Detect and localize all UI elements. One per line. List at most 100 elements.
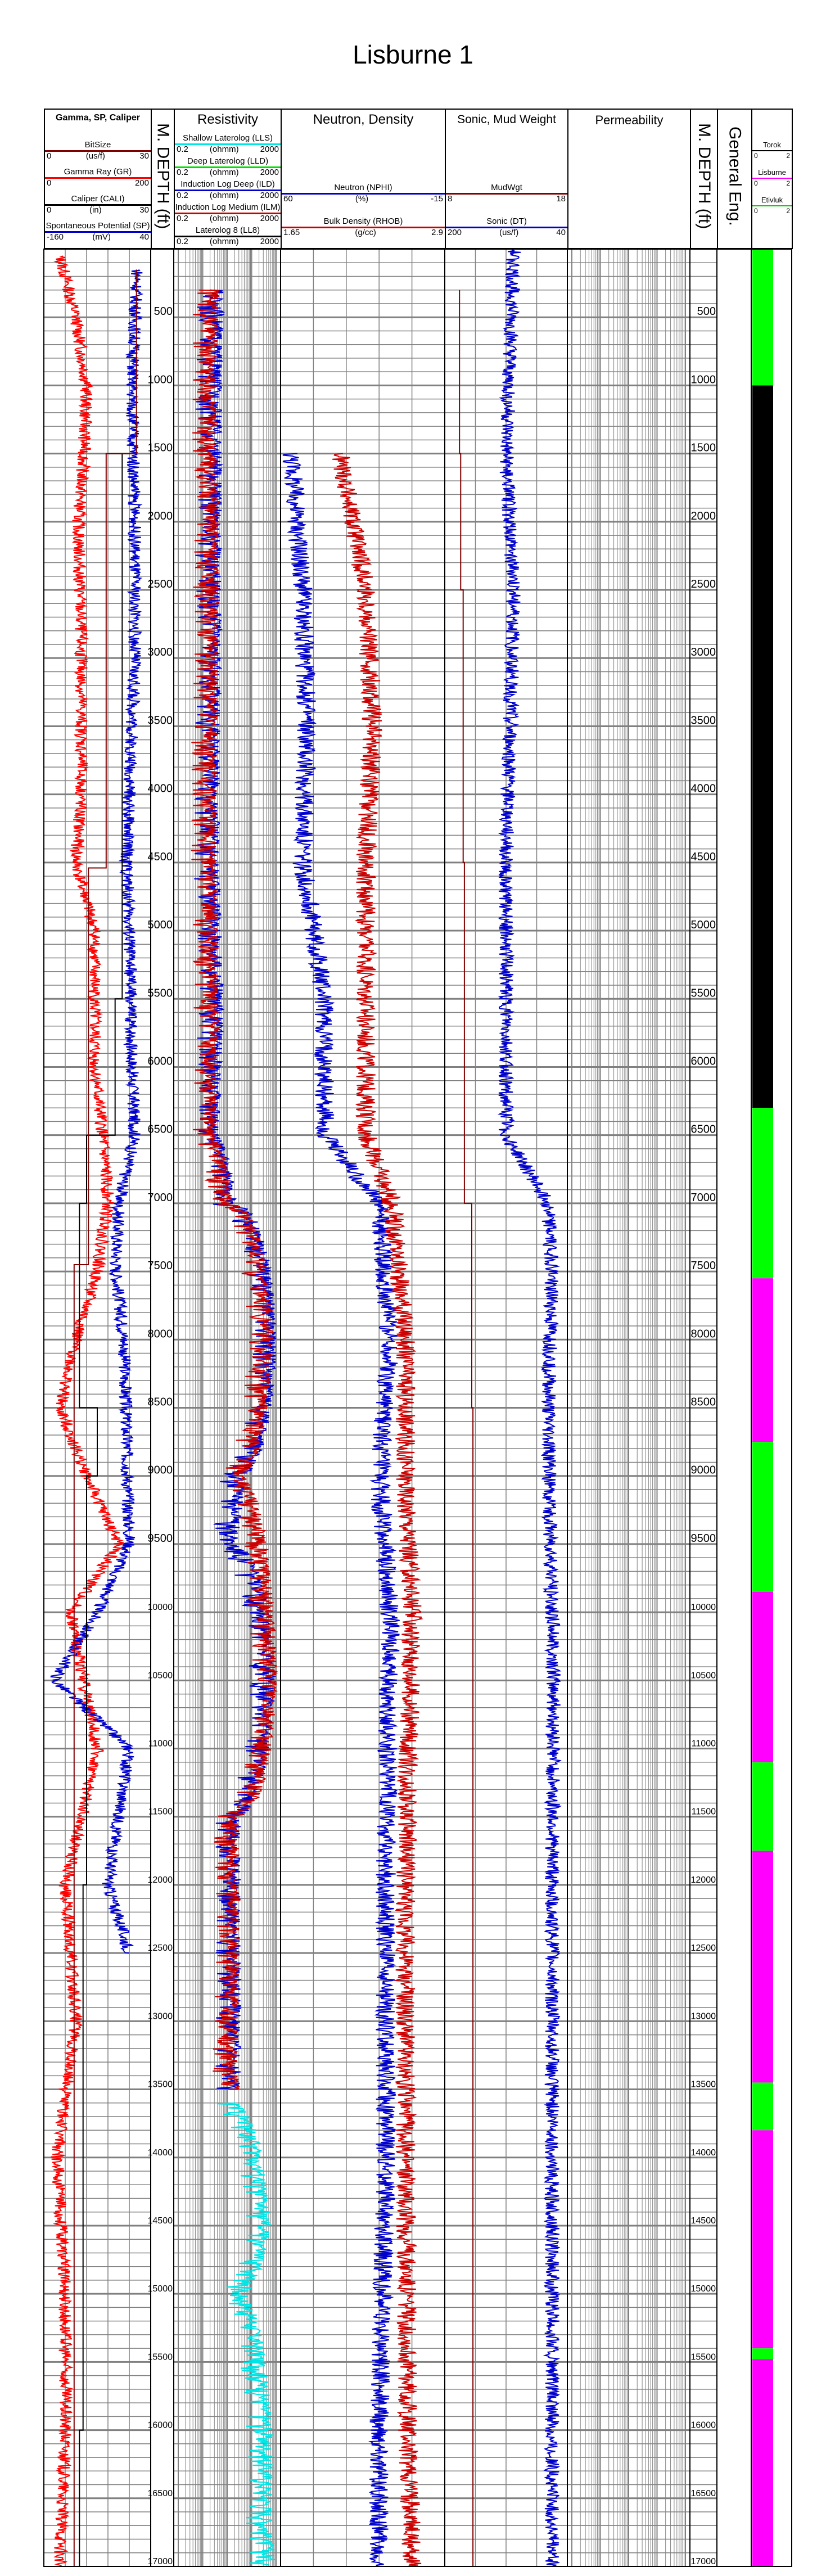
curve-induction-log-medium-ilm- — [191, 289, 278, 2090]
depth-tick-label: 7000 — [148, 1192, 173, 1204]
depth-tick-label: 4500 — [691, 851, 716, 863]
header-gamma: Gamma, SP, Caliper BitSize 0 (us/f) 30 Gam… — [44, 109, 152, 249]
depth-tick-label: 3000 — [148, 646, 173, 658]
curve-legend-cali: Caliper (CALI) 0 (in) 30 — [45, 194, 151, 215]
curve-legend-sp: Spontaneous Potential (SP) -160 (mV) 40 — [45, 221, 151, 242]
depth-tick-label: 2500 — [691, 578, 716, 590]
general-eng-label: General Eng. — [725, 127, 744, 226]
depth-tick-label: 12000 — [691, 1875, 716, 1885]
depth-tick-label: 2000 — [691, 510, 716, 522]
depth-tick-label: 15000 — [691, 2284, 716, 2294]
depth-tick-label: 10000 — [691, 1603, 716, 1612]
depth-tick-label: 14000 — [148, 2148, 173, 2158]
depth-tick-label: 1000 — [691, 373, 716, 386]
depth-axis-label: M. DEPTH (ft) — [154, 123, 173, 229]
depth-tick-label: 12000 — [148, 1875, 173, 1885]
depth-tick-label: 4500 — [148, 851, 173, 863]
depth-tick-label: 14500 — [148, 2216, 173, 2226]
formation-interval-etivluk — [752, 2348, 773, 2360]
log-title: Lisburne 1 — [353, 40, 473, 69]
depth-tick-label: 7500 — [691, 1260, 716, 1272]
depth-tick-label: 15500 — [148, 2352, 173, 2362]
formation-interval-torok — [752, 385, 773, 1108]
depth-tick-label: 16500 — [148, 2489, 173, 2498]
depth-tick-label: 3500 — [691, 714, 716, 727]
depth-tick-label: 12500 — [148, 1943, 173, 1953]
curve-legend-lld: Deep Laterolog (LLD) 0.2 (ohmm) 2000 — [175, 156, 281, 177]
depth-tick-label: 14000 — [691, 2148, 716, 2158]
depth-tick-label: 8000 — [148, 1328, 173, 1340]
track-frame — [716, 249, 752, 2567]
curve-legend-rhob: Bulk Density (RHOB) 1.65 (g/cc) 2.9 — [282, 216, 445, 237]
formation-interval-lisburne — [752, 2130, 773, 2349]
depth-tick-label: 13000 — [691, 2011, 716, 2021]
formation-interval-lisburne — [752, 2359, 773, 2566]
curve-legend-dt: Sonic (DT) 200 (us/f) 40 — [446, 216, 567, 237]
depth-tick-label: 2000 — [148, 510, 173, 522]
depth-tick-label: 13500 — [691, 2080, 716, 2090]
formation-interval-lisburne — [752, 1278, 773, 1442]
depth-tick-label: 15500 — [691, 2352, 716, 2362]
curve-legend-lls: Shallow Laterolog (LLS) 0.2 (ohmm) 2000 — [175, 133, 281, 154]
depth-tick-label: 5500 — [148, 987, 173, 999]
depth-tick-label: 9000 — [148, 1464, 173, 1477]
depth-tick-label: 4000 — [148, 783, 173, 795]
track-title-permeability: Permeability — [595, 113, 663, 127]
curve-legend-ilm: Induction Log Medium (ILM) 0.2 (ohmm) 2000 — [175, 202, 281, 223]
depth-tick-label: 10000 — [148, 1603, 173, 1612]
depth-tick-label: 1500 — [691, 442, 716, 454]
curve-mudwgt — [459, 290, 474, 2566]
formation-interval-etivluk — [752, 2082, 773, 2131]
formation-interval-lisburne — [752, 1591, 773, 1762]
formation-interval-etivluk — [752, 249, 773, 386]
header-resistivity: Resistivity Shallow Laterolog (LLS) 0.2(… — [174, 109, 282, 249]
depth-tick-label: 5000 — [148, 919, 173, 931]
depth-tick-label: 5500 — [691, 987, 716, 999]
curve-legend-bitsize: BitSize 0 (us/f) 30 — [45, 140, 151, 161]
depth-tick-label: 7000 — [691, 1192, 716, 1204]
depth-tick-label: 9000 — [691, 1464, 716, 1477]
track-title-neutron-density: Neutron, Density — [313, 112, 414, 127]
depth-tick-label: 8000 — [691, 1328, 716, 1340]
header-depth-right: M. DEPTH (ft) — [690, 109, 718, 249]
curve-caliper-cali- — [79, 453, 123, 2566]
depth-tick-label: 1500 — [148, 442, 173, 454]
formation-interval-etivluk — [752, 1762, 773, 1851]
depth-tick-label: 11500 — [692, 1807, 716, 1817]
curve-legend-nphi: Neutron (NPHI) 60 (%) -15 — [282, 183, 445, 204]
depth-tick-label: 1000 — [148, 373, 173, 386]
formation-interval-etivluk — [752, 1108, 773, 1279]
depth-tick-label: 7500 — [148, 1260, 173, 1272]
curve-gamma-ray-gr- — [51, 255, 125, 2567]
depth-tick-label: 11000 — [148, 1739, 173, 1749]
curve-bulk-density-rhob- — [332, 453, 423, 2567]
depth-tick-label: 10500 — [691, 1671, 716, 1680]
track-title-sonic-mud: Sonic, Mud Weight — [457, 113, 556, 126]
depth-tick-label: 11500 — [148, 1807, 173, 1817]
depth-tick-label: 16500 — [691, 2489, 716, 2498]
formation-interval-etivluk — [752, 1442, 773, 1592]
curve-spontaneous-potential-sp- — [50, 269, 144, 1954]
depth-tick-label: 500 — [697, 305, 716, 318]
depth-tick-label: 16000 — [691, 2421, 716, 2430]
curve-legend-ild: Induction Log Deep (ILD) 0.2 (ohmm) 2000 — [175, 179, 281, 200]
depth-tick-label: 4000 — [691, 783, 716, 795]
depth-tick-label: 17000 — [148, 2557, 173, 2566]
track-frame — [751, 249, 792, 2567]
depth-tick-label: 13500 — [148, 2080, 173, 2090]
depth-tick-label: 3000 — [691, 646, 716, 658]
curve-shallow-laterolog-lls- — [218, 2102, 276, 2567]
curve-legend-gr: Gamma Ray (GR) 0 200 — [45, 167, 151, 188]
depth-tick-label: 17000 — [691, 2557, 716, 2566]
track-title-resistivity: Resistivity — [197, 112, 258, 127]
depth-tick-label: 3500 — [148, 714, 173, 727]
depth-tick-label: 5000 — [691, 919, 716, 931]
depth-tick-label: 9500 — [691, 1532, 716, 1545]
track-title-gamma: Gamma, SP, Caliper — [56, 113, 140, 123]
curve-sonic-dt- — [498, 249, 562, 2567]
curve-legend-mudwgt: MudWgt 8 18 — [446, 183, 567, 204]
